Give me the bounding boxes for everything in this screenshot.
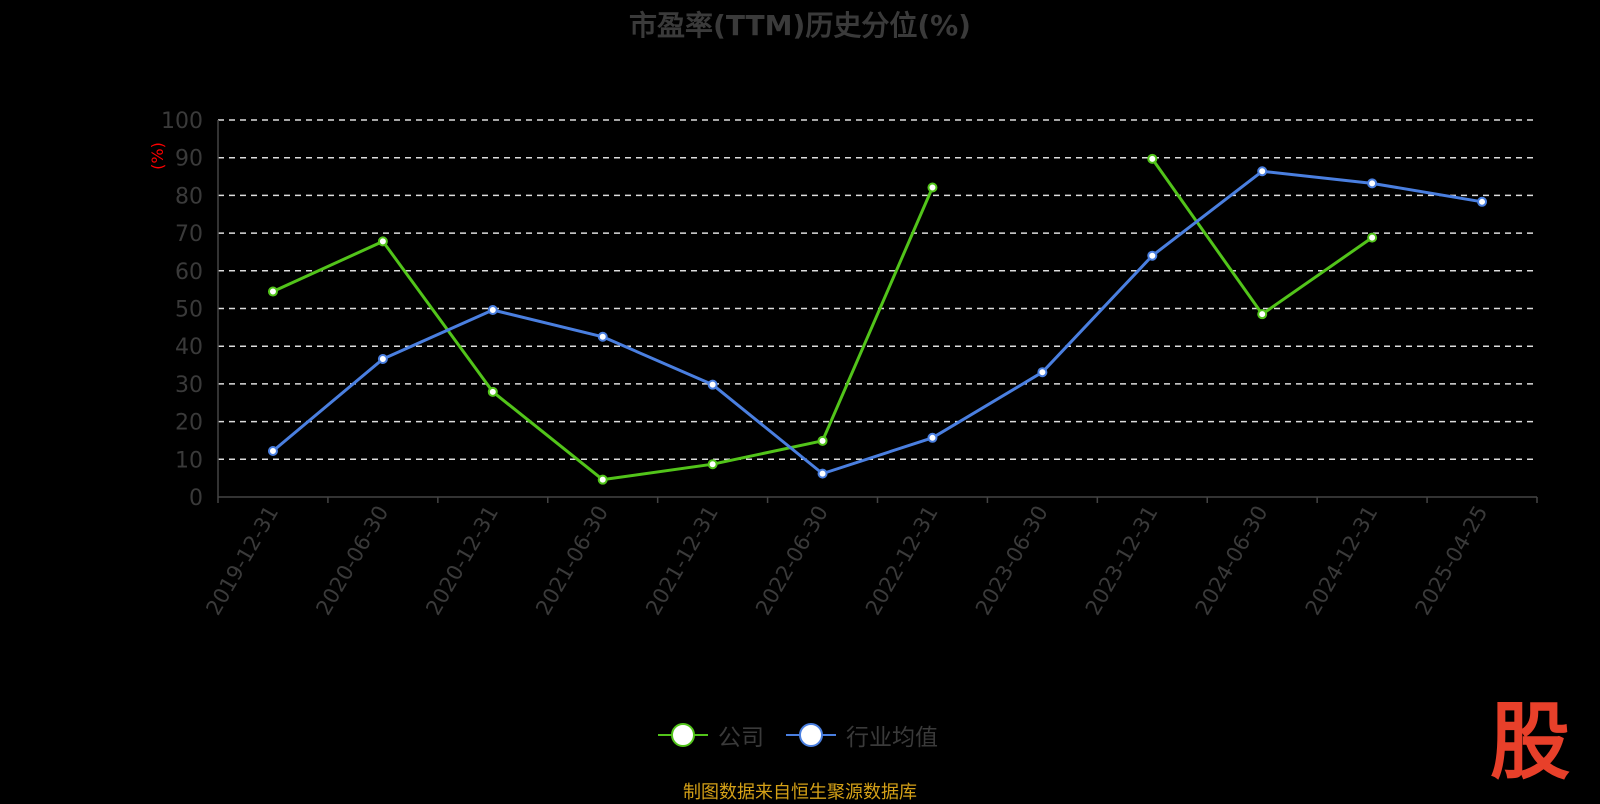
data-point-industry-avg	[707, 379, 718, 390]
data-point-company	[487, 386, 498, 397]
y-tick-label: 30	[175, 373, 203, 398]
data-point-company	[267, 286, 278, 297]
data-point-company	[817, 435, 828, 446]
data-point-industry-avg	[487, 305, 498, 316]
x-tick-label: 2021-12-31	[641, 502, 723, 620]
data-point-industry-avg	[1367, 178, 1378, 189]
brand-logo: 股	[1490, 693, 1570, 791]
legend-item-company[interactable]: 公司	[658, 718, 764, 752]
legend-symbol-industry-avg	[786, 722, 836, 748]
data-point-industry-avg	[377, 354, 388, 365]
legend-label-company: 公司	[718, 725, 764, 751]
x-tick-label: 2022-12-31	[861, 502, 943, 620]
x-tick-label: 2024-12-31	[1301, 502, 1383, 620]
x-tick-label: 2025-04-25	[1411, 502, 1493, 620]
data-point-industry-avg	[597, 331, 608, 342]
data-point-company	[927, 182, 938, 193]
y-tick-label: 20	[175, 411, 203, 436]
data-point-company	[597, 474, 608, 485]
y-tick-label: 10	[175, 448, 203, 473]
y-tick-label: 40	[175, 335, 203, 360]
x-tick-label: 2023-06-30	[971, 502, 1053, 620]
y-tick-label: 100	[161, 109, 203, 134]
y-tick-label: 50	[175, 298, 203, 323]
data-point-industry-avg	[267, 446, 278, 457]
x-tick-label: 2024-06-30	[1191, 502, 1273, 620]
y-tick-label: 90	[175, 147, 203, 172]
x-tick-label: 2023-12-31	[1081, 502, 1163, 620]
legend: 公司 行业均值	[658, 718, 960, 752]
x-tick-label: 2019-12-31	[201, 502, 283, 620]
data-point-company	[1147, 153, 1158, 164]
series-line-company	[1151, 157, 1373, 316]
y-axis-label: (%)	[148, 142, 167, 170]
x-tick-label: 2022-06-30	[751, 502, 833, 620]
data-point-industry-avg	[1257, 166, 1268, 177]
data-point-company	[377, 236, 388, 247]
legend-symbol-company	[658, 722, 708, 748]
data-point-company	[1257, 309, 1268, 320]
series-line-industry-avg	[271, 169, 1483, 476]
data-point-industry-avg	[927, 432, 938, 443]
legend-label-industry-avg: 行业均值	[846, 725, 938, 751]
x-tick-label: 2020-06-30	[311, 502, 393, 620]
data-point-company	[1367, 232, 1378, 243]
data-point-industry-avg	[1037, 367, 1048, 378]
data-point-industry-avg	[1477, 196, 1488, 207]
x-tick-label: 2021-06-30	[531, 502, 613, 620]
y-tick-label: 0	[189, 486, 203, 511]
legend-item-industry-avg[interactable]: 行业均值	[786, 718, 938, 752]
y-tick-label: 70	[175, 222, 203, 247]
chart-title: 市盈率(TTM)历史分位(%)	[629, 9, 971, 42]
y-tick-label: 60	[175, 260, 203, 285]
data-point-industry-avg	[817, 468, 828, 479]
data-point-industry-avg	[1147, 250, 1158, 261]
y-tick-label: 80	[175, 184, 203, 209]
data-source-note: 制图数据来自恒生聚源数据库	[683, 782, 917, 803]
x-tick-label: 2020-12-31	[421, 502, 503, 620]
data-point-company	[707, 459, 718, 470]
